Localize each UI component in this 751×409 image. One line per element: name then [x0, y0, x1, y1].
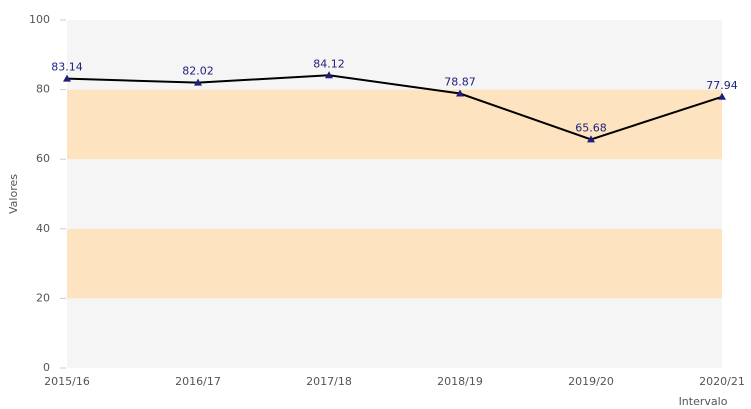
marker — [456, 89, 464, 97]
marker — [63, 74, 71, 82]
x-tick-label: 2016/17 — [175, 375, 221, 388]
x-tick-label: 2017/18 — [306, 375, 352, 388]
plot-band — [67, 298, 722, 368]
marker — [718, 92, 726, 100]
y-tick-label: 60 — [36, 152, 50, 165]
data-label: 83.14 — [51, 61, 83, 74]
plot-band — [67, 89, 722, 160]
marker — [194, 78, 202, 86]
y-tick-label: 20 — [36, 291, 50, 304]
marker — [587, 135, 595, 143]
data-label: 82.02 — [182, 65, 214, 78]
plot-band — [67, 228, 722, 299]
y-tick-label: 100 — [29, 13, 50, 26]
data-label: 77.94 — [706, 79, 738, 92]
plot-band — [67, 20, 722, 90]
data-label: 65.68 — [575, 121, 607, 134]
y-tick-label: 40 — [36, 222, 50, 235]
y-axis-title: Valores — [7, 174, 20, 214]
data-label: 84.12 — [313, 57, 345, 70]
x-tick-label: 2020/21 — [699, 375, 745, 388]
x-tick-label: 2019/20 — [568, 375, 614, 388]
y-tick-label: 80 — [36, 83, 50, 96]
x-axis-title: Intervalo — [679, 395, 728, 408]
data-label: 78.87 — [444, 76, 476, 89]
plot-band — [67, 159, 722, 229]
x-tick-label: 2015/16 — [44, 375, 90, 388]
series-line — [66, 74, 723, 141]
x-tick-label: 2018/19 — [437, 375, 483, 388]
marker — [325, 71, 333, 79]
y-tick-label: 0 — [43, 361, 50, 374]
